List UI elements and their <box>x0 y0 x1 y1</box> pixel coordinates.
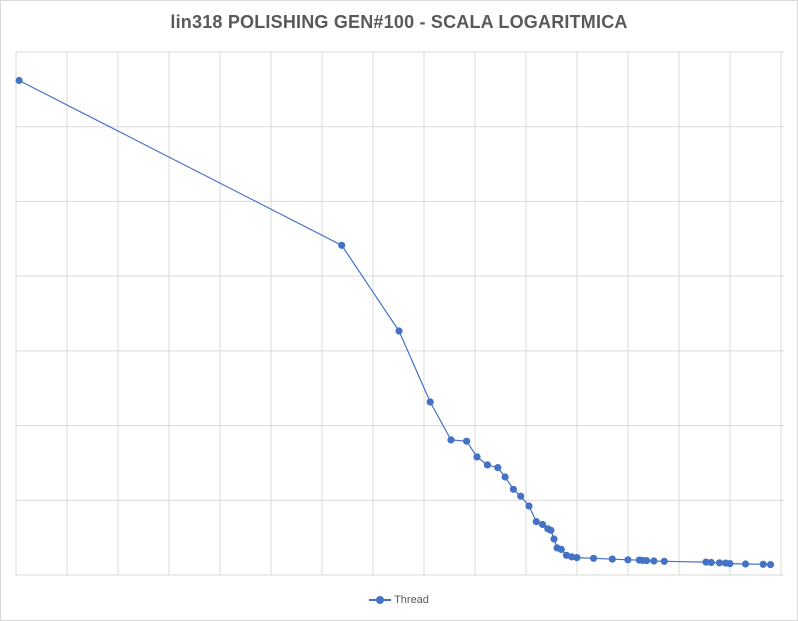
data-point[interactable] <box>759 560 767 568</box>
data-point[interactable] <box>15 76 23 85</box>
data-point[interactable] <box>447 436 455 444</box>
data-point[interactable] <box>539 520 547 529</box>
legend-marker-icon <box>369 595 392 605</box>
data-point[interactable] <box>650 557 658 565</box>
data-point[interactable] <box>702 558 710 566</box>
data-point[interactable] <box>395 327 403 335</box>
data-point[interactable] <box>473 453 481 461</box>
data-point[interactable] <box>608 555 616 563</box>
data-point[interactable] <box>766 561 775 569</box>
data-point[interactable] <box>532 518 540 526</box>
chart-title: lin318 POLISHING GEN#100 - SCALA LOGARIT… <box>170 12 628 32</box>
data-point[interactable] <box>525 502 533 510</box>
data-point[interactable] <box>660 557 668 565</box>
data-point[interactable] <box>573 554 581 562</box>
data-point[interactable] <box>707 558 715 567</box>
data-point[interactable] <box>483 461 491 469</box>
data-point[interactable] <box>426 398 434 406</box>
data-point[interactable] <box>501 473 509 481</box>
series-line <box>18 79 771 566</box>
data-point[interactable] <box>624 556 632 564</box>
data-point[interactable] <box>550 535 558 543</box>
data-point[interactable] <box>741 560 750 568</box>
data-point[interactable] <box>517 492 525 500</box>
data-point[interactable] <box>643 557 651 565</box>
legend-label: Thread <box>394 594 429 606</box>
data-point[interactable] <box>590 554 598 562</box>
data-point[interactable] <box>338 241 346 249</box>
data-point[interactable] <box>726 560 734 568</box>
data-point[interactable] <box>509 485 517 493</box>
data-point[interactable] <box>557 545 565 554</box>
data-point[interactable] <box>463 437 471 445</box>
data-point[interactable] <box>494 464 502 472</box>
data-point[interactable] <box>715 559 724 567</box>
legend: Thread <box>0 594 798 606</box>
data-point[interactable] <box>547 526 555 534</box>
